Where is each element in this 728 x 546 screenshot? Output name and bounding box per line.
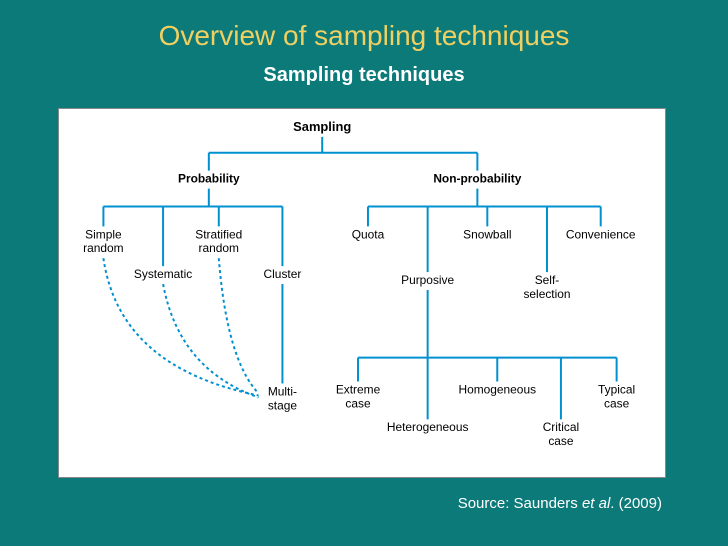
node-critical2: case (548, 434, 574, 448)
node-purposive: Purposive (401, 273, 454, 287)
source-suffix: . (2009) (610, 495, 662, 512)
sampling-diagram: Sampling Probability Non-probability Simple… (58, 108, 666, 478)
node-snowball: Snowball (463, 227, 511, 241)
node-critical1: Critical (543, 420, 579, 434)
node-stratified1: Stratified (195, 227, 242, 241)
page-title: Overview of sampling techniques (0, 0, 728, 52)
node-homo: Homogeneous (458, 382, 536, 396)
node-typical1: Typical (598, 382, 635, 396)
node-cluster: Cluster (264, 267, 302, 281)
node-quota: Quota (352, 227, 385, 241)
node-probability: Probability (178, 172, 240, 186)
source-em: et al (582, 495, 610, 512)
node-extreme1: Extreme (336, 382, 381, 396)
node-extreme2: case (345, 396, 371, 410)
tree-svg: Sampling Probability Non-probability Simple… (59, 109, 665, 477)
node-convenience: Convenience (566, 227, 636, 241)
source-prefix: Source: Saunders (458, 495, 582, 512)
node-stratified2: random (199, 241, 239, 255)
node-hetero: Heterogeneous (387, 420, 469, 434)
node-self1: Self- (535, 273, 560, 287)
node-simple1: Simple (85, 227, 122, 241)
node-typical2: case (604, 396, 630, 410)
node-multi2: stage (268, 398, 298, 412)
node-nonprob: Non-probability (433, 172, 521, 186)
page-subtitle: Sampling techniques (0, 64, 728, 87)
node-multi1: Multi- (268, 384, 297, 398)
node-sampling: Sampling (293, 119, 351, 134)
node-simple2: random (83, 241, 123, 255)
node-self2: selection (523, 287, 570, 301)
node-systematic: Systematic (134, 267, 192, 281)
source-citation: Source: Saunders et al. (2009) (458, 495, 662, 512)
